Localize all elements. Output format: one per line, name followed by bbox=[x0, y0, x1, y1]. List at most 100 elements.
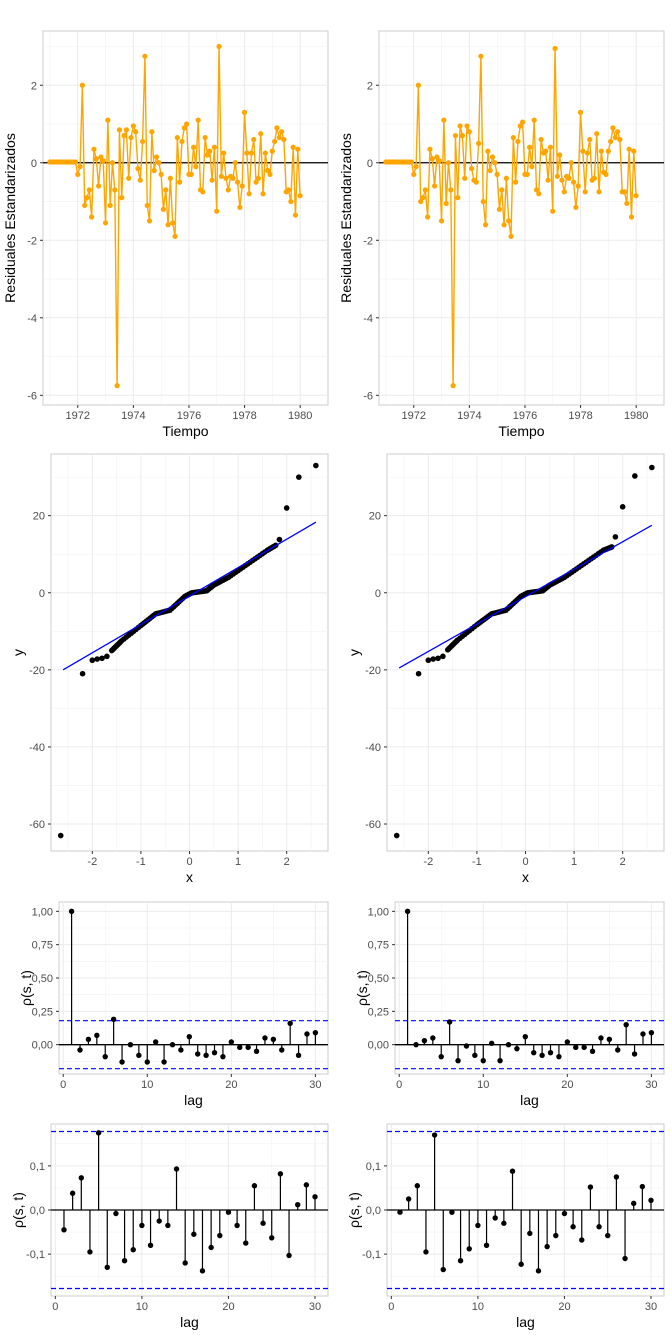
acf-point bbox=[397, 1209, 403, 1215]
residual-point bbox=[621, 189, 628, 195]
residual-point bbox=[130, 123, 136, 129]
acf-point bbox=[463, 1043, 470, 1049]
residual-point bbox=[281, 136, 287, 143]
residual-point bbox=[237, 204, 243, 210]
acf-point bbox=[237, 1044, 243, 1051]
y-tick-label: -2 bbox=[27, 235, 37, 247]
residual-point bbox=[494, 171, 500, 177]
acf-point bbox=[639, 1183, 646, 1190]
acf-point bbox=[430, 1035, 436, 1041]
residual-point bbox=[190, 144, 197, 150]
residual-point bbox=[188, 171, 194, 177]
residual-point bbox=[246, 191, 252, 197]
residual-point bbox=[547, 144, 553, 150]
residual-point bbox=[274, 125, 280, 131]
acf-point bbox=[270, 1036, 277, 1043]
panel-4: -2 -1 0 1 2 20 0 -20 -40 -60 x y bbox=[346, 453, 665, 885]
residual-point bbox=[142, 53, 148, 59]
y-tick-label: 20 bbox=[369, 511, 381, 523]
qq-point bbox=[440, 653, 446, 660]
x-tick-label: 1978 bbox=[232, 410, 256, 422]
acf-point bbox=[121, 1258, 128, 1264]
residual-point bbox=[499, 187, 505, 193]
panel-frame bbox=[394, 901, 665, 1075]
residual-point bbox=[218, 173, 224, 179]
y-tick-label: 0,75 bbox=[32, 940, 53, 952]
x-tick-label: 10 bbox=[472, 1301, 484, 1313]
residual-point bbox=[517, 123, 523, 129]
acf-point bbox=[573, 1044, 579, 1051]
residual-point bbox=[72, 159, 79, 165]
y-tick-label: 0,75 bbox=[368, 940, 389, 952]
residual-point bbox=[86, 187, 92, 193]
residual-point bbox=[234, 179, 241, 185]
acf-point bbox=[78, 1175, 84, 1181]
residual-point bbox=[214, 208, 220, 214]
acf-point bbox=[169, 1041, 176, 1048]
x-tick-label: 10 bbox=[477, 1079, 489, 1091]
acf-point bbox=[648, 1029, 655, 1036]
acf-point bbox=[556, 1053, 562, 1060]
residual-point bbox=[466, 129, 472, 135]
acf-point bbox=[186, 1033, 192, 1040]
residual-point bbox=[200, 189, 206, 195]
residual-point bbox=[93, 156, 99, 162]
acf-point bbox=[312, 1194, 318, 1200]
residual-point bbox=[100, 158, 106, 164]
x-tick-label: 0 bbox=[396, 1079, 402, 1091]
residual-point bbox=[158, 171, 164, 177]
residual-point bbox=[575, 183, 581, 189]
acf-point bbox=[492, 1215, 498, 1221]
residual-point bbox=[612, 134, 618, 141]
residual-point bbox=[239, 183, 245, 189]
y-axis-label: ρ(s, t) bbox=[346, 1192, 362, 1228]
residual-point bbox=[520, 119, 526, 125]
y-tick-label: -2 bbox=[363, 235, 373, 247]
y-tick-label: -6 bbox=[363, 390, 373, 402]
residual-point bbox=[559, 177, 565, 183]
y-tick-label: 0,00 bbox=[32, 1040, 53, 1052]
y-tick-label: 0 bbox=[375, 588, 381, 600]
panel-2: 1972 1974 1976 1978 1980 2 0 -2 -4 -6 Tiempo Residu… bbox=[338, 30, 665, 439]
acf-point bbox=[269, 1235, 275, 1241]
residual-point bbox=[133, 129, 139, 135]
residual-point bbox=[267, 171, 273, 177]
y-tick-label: 20 bbox=[33, 511, 45, 523]
acf-point bbox=[127, 1041, 134, 1048]
acf-point bbox=[220, 1053, 226, 1060]
acf-point bbox=[279, 1047, 285, 1053]
residual-point bbox=[438, 218, 445, 224]
y-tick-label: 0,25 bbox=[32, 1006, 53, 1018]
acf-point bbox=[488, 1040, 495, 1047]
qq-point bbox=[276, 536, 283, 543]
acf-point bbox=[102, 1053, 108, 1060]
qq-point bbox=[283, 505, 290, 511]
x-tick-label: -2 bbox=[423, 856, 433, 868]
acf-point bbox=[623, 1021, 629, 1028]
residual-point bbox=[112, 187, 118, 193]
y-tick-label: -4 bbox=[27, 313, 37, 325]
residual-point bbox=[487, 167, 493, 174]
residual-point bbox=[603, 171, 609, 177]
qq-point bbox=[619, 504, 626, 510]
residual-point bbox=[244, 150, 250, 156]
y-tick-label: -0,1 bbox=[26, 1249, 45, 1261]
x-tick-label: 1974 bbox=[121, 410, 145, 422]
residual-point bbox=[566, 175, 572, 181]
panel-6: 0 10 20 30 1,00 0,75 0,50 0,25 0,00 lag ρ(s, t) bbox=[354, 901, 665, 1108]
y-tick-label: -40 bbox=[365, 742, 381, 754]
acf-point bbox=[95, 1130, 102, 1136]
residual-point bbox=[184, 121, 190, 127]
acf-point bbox=[217, 1232, 223, 1239]
acf-point bbox=[144, 1059, 150, 1065]
acf-point bbox=[522, 1033, 528, 1040]
y-tick-label: -60 bbox=[29, 819, 45, 831]
x-tick-label: 1974 bbox=[457, 410, 481, 422]
acf-point bbox=[598, 1035, 604, 1041]
residual-point bbox=[91, 146, 97, 152]
x-axis-label: lag bbox=[180, 1314, 199, 1330]
residual-point bbox=[163, 187, 169, 193]
y-axis-label: y bbox=[10, 649, 26, 656]
acf-point bbox=[544, 1243, 550, 1250]
acf-point bbox=[68, 908, 75, 915]
